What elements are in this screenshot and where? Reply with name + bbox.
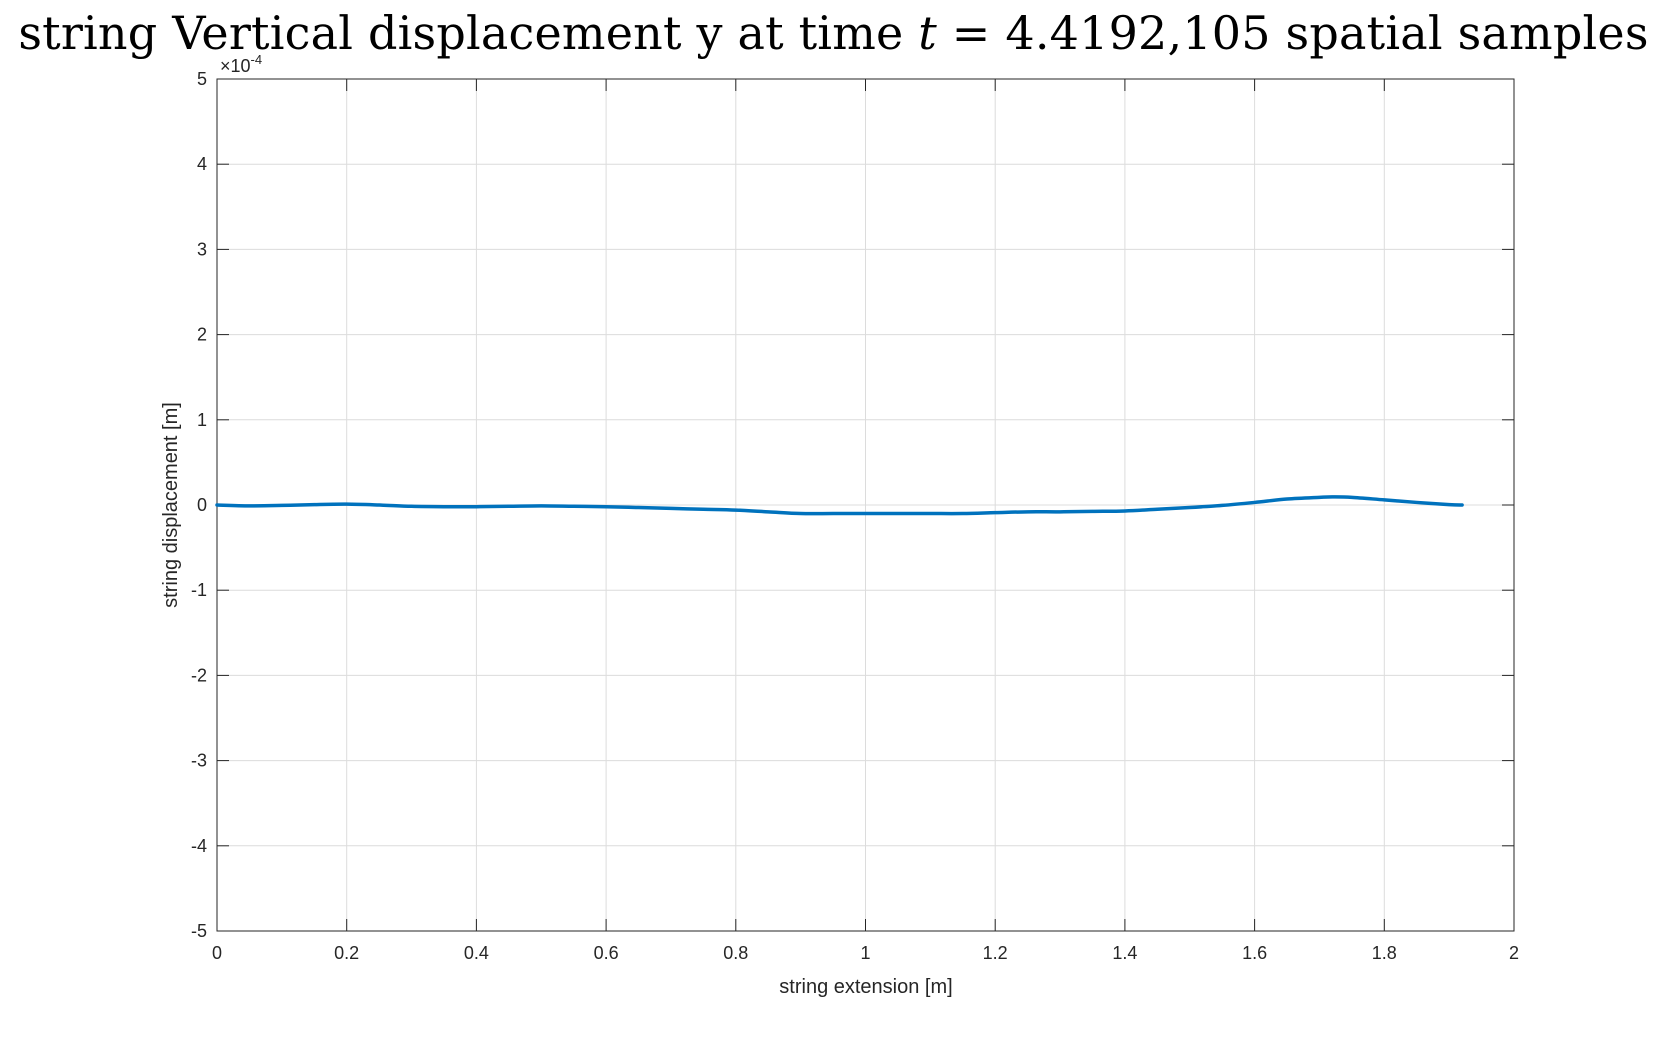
x-tick-label-5: 1	[860, 943, 870, 963]
y-tick-labels: -5 -4 -3 -2 -1 0 1 2 3 4 5	[191, 69, 207, 941]
x-tick-label-1: 0.2	[334, 943, 359, 963]
y-tick-label-4: -1	[191, 580, 207, 600]
y-tick-label-7: 2	[197, 325, 207, 345]
y-tick-label-1: -4	[191, 836, 207, 856]
y-tick-label-9: 4	[197, 154, 207, 174]
y-tick-label-0: -5	[191, 921, 207, 941]
exponent-power: -4	[251, 52, 263, 67]
y-exponent-label: ×10-4	[220, 52, 262, 76]
title-variable: t	[918, 6, 937, 60]
y-tick-label-2: -3	[191, 751, 207, 771]
y-tick-label-10: 5	[197, 69, 207, 89]
title-suffix: 4.4192,105 spatial samples	[1005, 6, 1649, 60]
x-tick-label-6: 1.2	[983, 943, 1008, 963]
x-tick-label-7: 1.4	[1112, 943, 1137, 963]
y-tick-label-8: 3	[197, 239, 207, 259]
title-prefix: string Vertical displacement y at time	[18, 6, 919, 60]
y-tick-label-6: 1	[197, 410, 207, 430]
x-tick-label-8: 1.6	[1242, 943, 1267, 963]
x-tick-label-2: 0.4	[464, 943, 489, 963]
y-tick-label-5: 0	[197, 495, 207, 515]
x-tick-label-10: 2	[1509, 943, 1519, 963]
x-axis-label: string extension [m]	[779, 976, 952, 998]
x-tick-label-0: 0	[212, 943, 222, 963]
y-tick-label-3: -2	[191, 665, 207, 685]
chart-title: string Vertical displacement y at time t…	[0, 6, 1667, 60]
x-tick-labels: 0 0.2 0.4 0.6 0.8 1 1.2 1.4 1.6 1.8 2	[212, 943, 1519, 963]
y-axis-label: string displacement [m]	[160, 402, 182, 608]
x-tick-label-4: 0.8	[723, 943, 748, 963]
series-line	[215, 495, 1464, 516]
title-equals: =	[936, 6, 1006, 60]
exponent-base: ×10	[220, 56, 251, 76]
x-tick-label-3: 0.6	[594, 943, 619, 963]
axis-ticks	[216, 78, 1515, 932]
x-tick-label-9: 1.8	[1372, 943, 1397, 963]
